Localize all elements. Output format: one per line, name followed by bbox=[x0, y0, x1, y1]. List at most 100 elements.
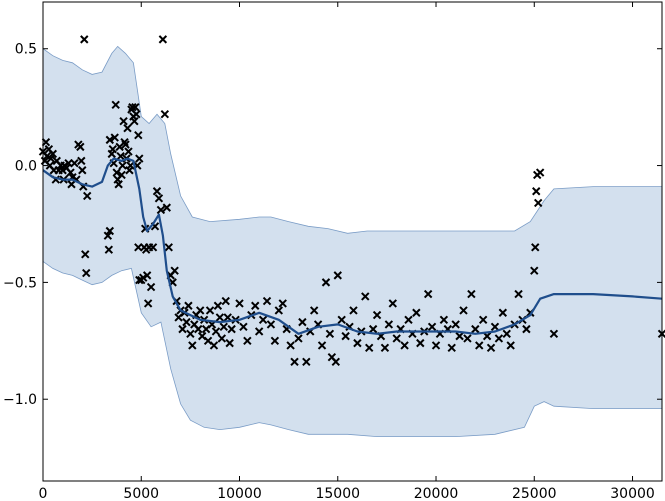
data-point bbox=[254, 327, 264, 336]
data-point-stroke bbox=[118, 161, 127, 170]
data-point bbox=[227, 324, 236, 334]
data-point-stroke bbox=[70, 159, 79, 168]
data-point bbox=[78, 166, 87, 175]
data-point bbox=[104, 245, 114, 254]
data-point-stroke bbox=[104, 245, 114, 254]
data-point-stroke bbox=[533, 198, 543, 208]
data-point-stroke bbox=[108, 144, 117, 154]
data-point-stroke bbox=[549, 329, 559, 339]
data-point-stroke bbox=[52, 156, 61, 166]
data-point-stroke bbox=[82, 268, 91, 278]
data-point-stroke bbox=[309, 306, 319, 315]
data-point-stroke bbox=[158, 35, 168, 44]
data-point-stroke bbox=[116, 152, 125, 161]
data-point-stroke bbox=[235, 299, 244, 308]
data-point bbox=[112, 168, 121, 177]
data-point-stroke bbox=[423, 289, 433, 299]
data-point-stroke bbox=[42, 152, 52, 161]
data-point bbox=[82, 268, 91, 278]
data-point bbox=[302, 357, 311, 367]
data-point-stroke bbox=[243, 336, 252, 346]
data-point-stroke bbox=[321, 278, 331, 287]
data-point-stroke bbox=[46, 154, 56, 163]
data-point-stroke bbox=[223, 313, 232, 322]
data-point bbox=[143, 299, 153, 308]
data-point bbox=[337, 315, 346, 324]
data-point-stroke bbox=[78, 166, 87, 175]
data-point-stroke bbox=[109, 159, 118, 168]
data-point bbox=[549, 329, 559, 339]
data-point bbox=[219, 322, 228, 331]
data-point bbox=[80, 35, 89, 44]
data-point-stroke bbox=[103, 231, 113, 240]
data-point bbox=[258, 315, 268, 324]
data-point-stroke bbox=[459, 306, 468, 315]
data-point bbox=[341, 331, 350, 341]
data-point bbox=[178, 324, 187, 334]
data-point-stroke bbox=[451, 320, 460, 329]
data-point bbox=[384, 320, 394, 329]
data-point-stroke bbox=[447, 343, 456, 353]
data-point-stroke bbox=[162, 203, 172, 212]
data-point-stroke bbox=[152, 187, 162, 196]
data-point bbox=[146, 282, 156, 292]
data-point bbox=[152, 187, 162, 196]
data-point-stroke bbox=[380, 343, 390, 353]
data-point-stroke bbox=[219, 322, 228, 331]
data-point bbox=[455, 331, 464, 341]
data-point-stroke bbox=[349, 306, 358, 315]
data-point bbox=[81, 250, 90, 259]
data-point-stroke bbox=[333, 271, 342, 280]
y-tick-label: 0.0 bbox=[15, 159, 37, 175]
data-point-stroke bbox=[77, 156, 86, 166]
data-point-stroke bbox=[412, 308, 421, 317]
data-point-stroke bbox=[105, 226, 115, 236]
data-point-stroke bbox=[172, 296, 181, 306]
data-point-stroke bbox=[105, 135, 115, 145]
data-point bbox=[533, 198, 543, 208]
data-point-stroke bbox=[123, 123, 132, 133]
y-tick-label: −1.0 bbox=[3, 392, 37, 408]
data-point bbox=[535, 168, 545, 177]
x-tick-label: 20000 bbox=[414, 486, 459, 501]
data-point bbox=[412, 308, 421, 317]
data-point-stroke bbox=[135, 154, 144, 163]
data-point bbox=[404, 315, 413, 324]
data-point-stroke bbox=[132, 109, 141, 119]
data-point-stroke bbox=[190, 320, 199, 329]
data-point-stroke bbox=[384, 320, 394, 329]
data-point bbox=[321, 278, 331, 287]
data-point-stroke bbox=[195, 306, 205, 315]
data-point-stroke bbox=[72, 175, 81, 184]
data-point bbox=[372, 310, 382, 320]
data-point-stroke bbox=[130, 116, 139, 126]
x-tick-label: 30000 bbox=[610, 486, 655, 501]
data-point bbox=[132, 109, 141, 119]
data-point bbox=[368, 324, 378, 334]
data-point bbox=[121, 140, 130, 149]
data-point bbox=[116, 152, 125, 161]
data-point bbox=[392, 334, 401, 343]
data-point-stroke bbox=[143, 299, 153, 308]
data-point-stroke bbox=[41, 137, 51, 147]
data-point bbox=[76, 142, 85, 152]
data-point-stroke bbox=[150, 222, 160, 231]
data-point bbox=[274, 306, 284, 315]
data-point bbox=[211, 327, 221, 336]
data-point-stroke bbox=[274, 306, 284, 315]
data-point bbox=[290, 357, 299, 367]
data-point-stroke bbox=[337, 315, 346, 324]
data-point-stroke bbox=[372, 310, 382, 320]
data-point bbox=[184, 301, 193, 310]
data-point-stroke bbox=[254, 327, 264, 336]
data-point-stroke bbox=[83, 191, 92, 201]
data-point bbox=[130, 116, 139, 126]
data-point bbox=[123, 123, 132, 133]
data-point bbox=[194, 324, 203, 334]
data-point-stroke bbox=[140, 224, 150, 233]
data-point-stroke bbox=[205, 306, 215, 315]
data-point bbox=[66, 168, 75, 177]
data-point bbox=[400, 341, 409, 350]
data-point-stroke bbox=[164, 243, 173, 252]
data-point bbox=[459, 306, 468, 315]
